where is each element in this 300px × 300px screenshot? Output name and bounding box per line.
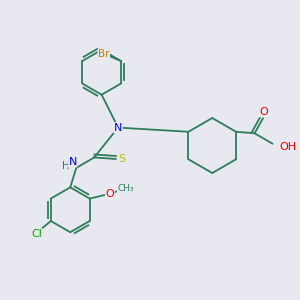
Text: H: H (62, 161, 70, 171)
Text: N: N (114, 123, 122, 133)
Text: O: O (259, 107, 268, 117)
Text: O: O (106, 189, 114, 199)
Text: S: S (118, 154, 125, 164)
Text: Cl: Cl (31, 229, 42, 238)
Text: Br: Br (98, 50, 110, 59)
Text: CH₃: CH₃ (117, 184, 134, 193)
Text: OH: OH (279, 142, 296, 152)
Text: N: N (68, 157, 77, 167)
